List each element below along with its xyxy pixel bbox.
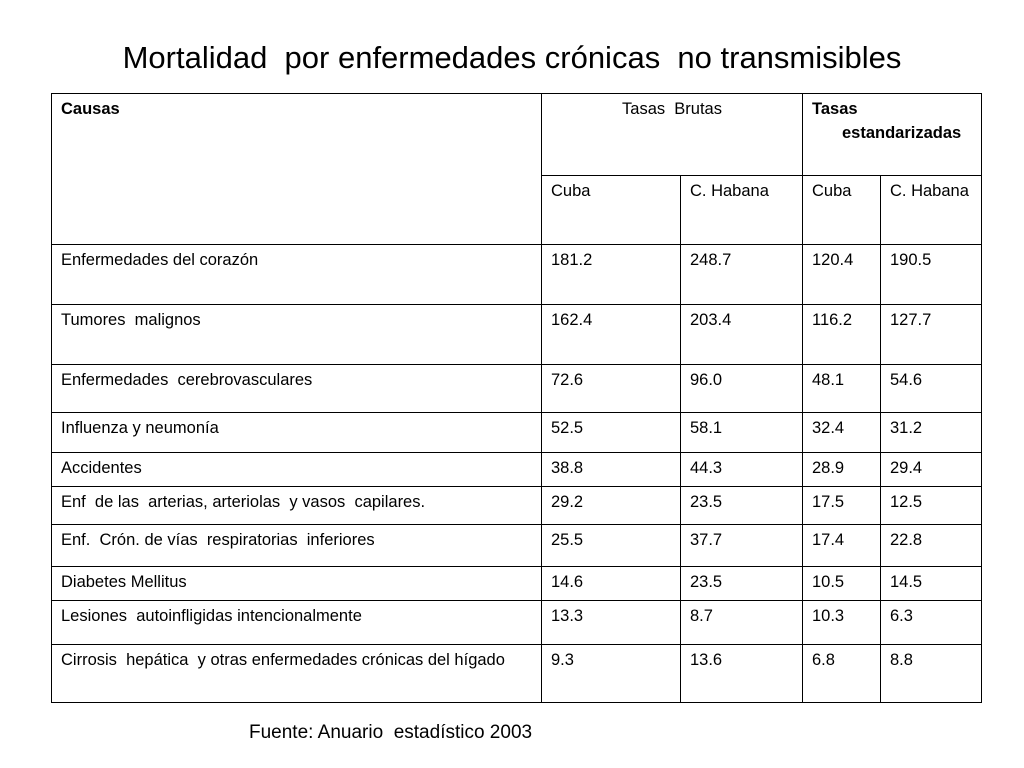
table-row: Cirrosis hepática y otras enfermedades c… bbox=[51, 644, 982, 703]
table-row: Enf de las arterias, arteriolas y vasos … bbox=[51, 486, 982, 525]
value-cell: 31.2 bbox=[880, 412, 982, 453]
value-cell: 52.5 bbox=[541, 412, 681, 453]
value-cell: 96.0 bbox=[680, 364, 803, 413]
value-cell: 181.2 bbox=[541, 244, 681, 305]
header-crude-rates: Tasas Brutas bbox=[541, 93, 803, 176]
value-cell: 162.4 bbox=[541, 304, 681, 365]
value-cell: 8.8 bbox=[880, 644, 982, 703]
value-cell: 22.8 bbox=[880, 524, 982, 567]
table-row: Lesiones autoinfligidas intencionalmente… bbox=[51, 600, 982, 645]
value-cell: 23.5 bbox=[680, 566, 803, 601]
value-cell: 29.2 bbox=[541, 486, 681, 525]
subheader-std-habana: C. Habana bbox=[880, 175, 982, 245]
value-cell: 127.7 bbox=[880, 304, 982, 365]
table-row: Diabetes Mellitus 14.6 23.5 10.5 14.5 bbox=[51, 566, 982, 601]
value-cell: 29.4 bbox=[880, 452, 982, 487]
value-cell: 9.3 bbox=[541, 644, 681, 703]
value-cell: 32.4 bbox=[802, 412, 881, 453]
value-cell: 37.7 bbox=[680, 524, 803, 567]
value-cell: 190.5 bbox=[880, 244, 982, 305]
cause-cell: Diabetes Mellitus bbox=[51, 566, 542, 601]
value-cell: 13.3 bbox=[541, 600, 681, 645]
cause-cell: Enfermedades cerebrovasculares bbox=[51, 364, 542, 413]
value-cell: 17.4 bbox=[802, 524, 881, 567]
source-note: Fuente: Anuario estadístico 2003 bbox=[249, 722, 533, 743]
value-cell: 25.5 bbox=[541, 524, 681, 567]
cause-cell: Enf de las arterias, arteriolas y vasos … bbox=[51, 486, 542, 525]
value-cell: 248.7 bbox=[680, 244, 803, 305]
value-cell: 14.5 bbox=[880, 566, 982, 601]
cause-cell: Enf. Crón. de vías respiratorias inferio… bbox=[51, 524, 542, 567]
value-cell: 203.4 bbox=[680, 304, 803, 365]
value-cell: 120.4 bbox=[802, 244, 881, 305]
value-cell: 17.5 bbox=[802, 486, 881, 525]
value-cell: 23.5 bbox=[680, 486, 803, 525]
table-header-row: Causas Tasas Brutas Tasas estandarizadas bbox=[51, 93, 982, 245]
cause-cell: Influenza y neumonía bbox=[51, 412, 542, 453]
value-cell: 12.5 bbox=[880, 486, 982, 525]
value-cell: 58.1 bbox=[680, 412, 803, 453]
mortality-table: Causas Tasas Brutas Tasas estandarizadas… bbox=[51, 93, 982, 703]
value-cell: 14.6 bbox=[541, 566, 681, 601]
header-causes: Causas bbox=[51, 93, 542, 245]
value-cell: 44.3 bbox=[680, 452, 803, 487]
value-cell: 10.3 bbox=[802, 600, 881, 645]
table-row: Tumores malignos 162.4 203.4 116.2 127.7 bbox=[51, 304, 982, 365]
subheader-crude-cuba: Cuba bbox=[541, 175, 681, 245]
table-subheader-row: Cuba C. Habana Cuba C. Habana bbox=[52, 175, 982, 245]
table-row: Influenza y neumonía 52.5 58.1 32.4 31.2 bbox=[51, 412, 982, 453]
value-cell: 6.8 bbox=[802, 644, 881, 703]
value-cell: 38.8 bbox=[541, 452, 681, 487]
table-row: Enfermedades cerebrovasculares 72.6 96.0 48… bbox=[51, 364, 982, 413]
cause-cell: Cirrosis hepática y otras enfermedades c… bbox=[51, 644, 542, 703]
value-cell: 116.2 bbox=[802, 304, 881, 365]
table-row: Enf. Crón. de vías respiratorias inferio… bbox=[51, 524, 982, 567]
subheader-crude-habana: C. Habana bbox=[680, 175, 803, 245]
value-cell: 54.6 bbox=[880, 364, 982, 413]
value-cell: 28.9 bbox=[802, 452, 881, 487]
cause-cell: Enfermedades del corazón bbox=[51, 244, 542, 305]
table-row: Enfermedades del corazón 181.2 248.7 120.4 1… bbox=[51, 244, 982, 305]
value-cell: 48.1 bbox=[802, 364, 881, 413]
cause-cell: Lesiones autoinfligidas intencionalmente bbox=[51, 600, 542, 645]
value-cell: 72.6 bbox=[541, 364, 681, 413]
header-standardized-rates: Tasas estandarizadas bbox=[802, 93, 982, 176]
cause-cell: Accidentes bbox=[51, 452, 542, 487]
subheader-std-cuba: Cuba bbox=[802, 175, 881, 245]
value-cell: 10.5 bbox=[802, 566, 881, 601]
value-cell: 8.7 bbox=[680, 600, 803, 645]
value-cell: 13.6 bbox=[680, 644, 803, 703]
slide-title: Mortalidad por enfermedades crónicas no … bbox=[122, 40, 902, 75]
table-row: Accidentes 38.8 44.3 28.9 29.4 bbox=[51, 452, 982, 487]
cause-cell: Tumores malignos bbox=[51, 304, 542, 365]
value-cell: 6.3 bbox=[880, 600, 982, 645]
